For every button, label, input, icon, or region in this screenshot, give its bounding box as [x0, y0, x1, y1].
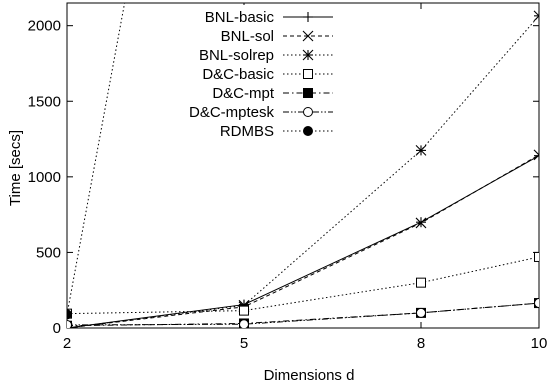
y-tick-label: 0 [53, 320, 61, 337]
series-d-c-basic [67, 251, 539, 319]
y-tick-label: 1500 [28, 93, 61, 110]
legend-entry-bnl-basic: BNL-basic [205, 9, 333, 26]
data-point [239, 319, 249, 328]
legend-label: BNL-sol [221, 28, 274, 45]
legend-label: BNL-basic [205, 9, 275, 26]
legend-label: RDMBS [220, 123, 274, 140]
series-line [67, 155, 539, 328]
data-point [534, 150, 539, 161]
legend-entry-bnl-sol: BNL-sol [221, 28, 333, 45]
data-point [416, 307, 426, 318]
series-layer [67, 3, 539, 328]
series-line [67, 302, 539, 327]
data-point [416, 277, 426, 288]
legend-marker [303, 107, 313, 117]
series-line [67, 154, 539, 328]
legend-background [172, 5, 342, 135]
legend-marker [303, 126, 313, 136]
data-point [534, 251, 539, 262]
legend-label: BNL-solrep [199, 47, 274, 64]
data-point [415, 144, 427, 156]
legend-marker [303, 88, 313, 98]
y-tick-label: 2000 [28, 18, 61, 35]
legend-label: D&C-basic [202, 66, 274, 83]
series-line [67, 302, 539, 326]
series-bnl-sol [67, 149, 539, 328]
series-d-c-mpt [67, 298, 539, 328]
series-d-c-mptesk [67, 298, 539, 328]
legend-entry-rdmbs: RDMBS [220, 123, 333, 140]
x-axis-label: Dimensions d [264, 367, 355, 384]
x-tick-label: 8 [417, 335, 425, 352]
series-line [67, 3, 126, 315]
series-line [67, 256, 539, 315]
plot-area: 2 5 8 10 0 500 1000 1500 2000 [28, 2, 547, 352]
series-bnl-basic [67, 150, 539, 328]
data-point [67, 309, 72, 320]
legend-marker [302, 49, 314, 61]
series-rdmbs [67, 3, 126, 320]
legend-entry-bnl-solrep: BNL-solrep [199, 47, 333, 64]
x-tick-label: 5 [240, 335, 248, 352]
legend-entry-d-c-mptesk: D&C-mptesk [189, 104, 333, 121]
y-tick-label: 500 [36, 244, 61, 261]
legend-entry-d-c-basic: D&C-basic [202, 66, 333, 83]
legend-marker [302, 30, 314, 42]
data-point [533, 10, 539, 22]
y-axis-label: Time [secs] [7, 130, 24, 206]
legend-marker [303, 12, 313, 22]
plot-frame [66, 2, 540, 329]
series-line [67, 15, 539, 328]
legend-marker [303, 69, 313, 79]
legend: BNL-basic BNL-sol BNL-solrep D&C-basic D&C-m… [172, 5, 342, 140]
data-point [67, 319, 72, 328]
legend-entry-d-c-mpt: D&C-mpt [212, 85, 333, 102]
data-point [239, 305, 249, 316]
x-tick-label: 2 [63, 335, 71, 352]
legend-label: D&C-mptesk [189, 104, 275, 121]
x-tick-label: 10 [531, 335, 547, 352]
legend-label: D&C-mpt [212, 85, 275, 102]
data-point [533, 149, 539, 161]
data-point [415, 217, 427, 229]
y-tick-label: 1000 [28, 169, 61, 186]
data-point [534, 298, 539, 309]
